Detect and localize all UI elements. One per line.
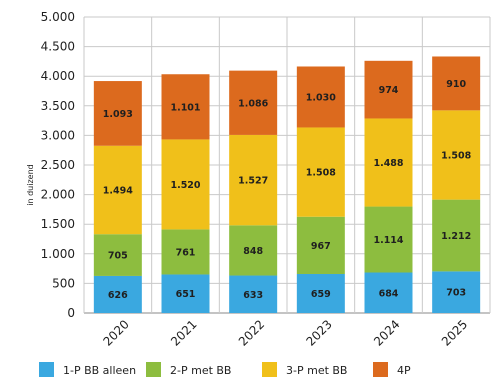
data-label: 684 [379,288,399,299]
y-tick-label: 4.000 [41,69,75,83]
x-tick-label: 2024 [371,317,402,348]
x-tick-label: 2023 [303,317,334,348]
bar-segment [296,216,345,274]
bar-segment [161,74,210,140]
bar-segment [93,145,142,235]
y-tick-label: 1.500 [41,217,75,231]
bar-segment [229,134,278,226]
data-label: 626 [108,290,128,301]
bar-segment [229,225,278,276]
data-label: 1.520 [170,180,200,191]
data-label: 1.086 [238,98,268,109]
bar-segment [229,275,278,313]
y-tick-label: 0 [67,306,75,320]
bar-segment [364,206,413,273]
data-label: 967 [311,241,331,252]
data-label: 848 [243,246,263,257]
bar-segment [296,127,345,217]
legend-label: 3-P met BB [286,364,347,377]
data-label: 1.527 [238,176,268,187]
bar-segment [364,60,413,119]
data-label: 1.212 [441,231,471,242]
legend: 1-P BB alleen 2-P met BB 3-P met BB 4P [39,362,411,377]
bar-segment [296,273,345,313]
data-label: 1.114 [373,235,403,246]
x-tick-label: 2021 [168,317,199,348]
y-axis-ticks: 0 500 1.000 1.500 2.000 2.500 3.000 3.500 4.000 4… [41,10,75,320]
y-tick-label: 4.500 [41,40,75,54]
data-label: 974 [379,85,399,96]
bar-segment [93,81,142,146]
x-tick-label: 2020 [100,317,131,348]
gridlines [83,16,491,314]
bar-segment [364,118,413,207]
legend-swatch [146,362,161,377]
data-label: 705 [108,251,128,262]
bar-segment [432,199,481,272]
y-axis-label: in duizend [26,164,35,205]
data-label: 703 [446,288,466,299]
bars: 626 705 1.494 1.093 651 761 1.520 1.101 633 848 1.… [93,56,481,313]
data-label: 1.030 [306,92,336,103]
legend-swatch [262,362,277,377]
data-label: 1.101 [170,102,200,113]
bar-segment [364,272,413,313]
y-tick-label: 3.500 [41,99,75,113]
bar-segment [432,271,481,313]
x-tick-label: 2025 [439,317,470,348]
legend-label: 2-P met BB [170,364,231,377]
y-tick-label: 5.000 [41,10,75,24]
y-tick-label: 3.000 [41,128,75,142]
data-label: 651 [176,289,196,300]
data-label: 1.488 [373,158,403,169]
data-label: 1.508 [306,168,336,179]
data-label: 1.093 [103,109,133,120]
y-tick-label: 1.000 [41,247,75,261]
bar-segment [161,139,210,230]
bar-segment [432,110,481,200]
y-tick-label: 2.500 [41,158,75,172]
legend-swatch [373,362,388,377]
bar-segment [296,66,345,128]
y-tick-label: 2.000 [41,188,75,202]
bar-segment [93,275,142,313]
data-label: 1.494 [103,185,133,196]
data-label: 659 [311,289,331,300]
bar-segment [432,56,481,111]
legend-label: 1-P BB alleen [63,364,136,377]
bar-segment [93,234,142,276]
data-label: 910 [446,79,466,90]
data-label: 1.508 [441,150,471,161]
bar-segment [161,229,210,275]
bar-segment [161,274,210,313]
y-tick-label: 500 [52,276,75,290]
x-axis-ticks: 2020 2021 2022 2023 2024 2025 [100,317,470,348]
data-label: 633 [243,290,263,301]
x-tick-label: 2022 [236,317,267,348]
bar-segment [229,70,278,135]
legend-label: 4P [397,364,411,377]
legend-swatch [39,362,54,377]
data-label: 761 [176,247,196,258]
